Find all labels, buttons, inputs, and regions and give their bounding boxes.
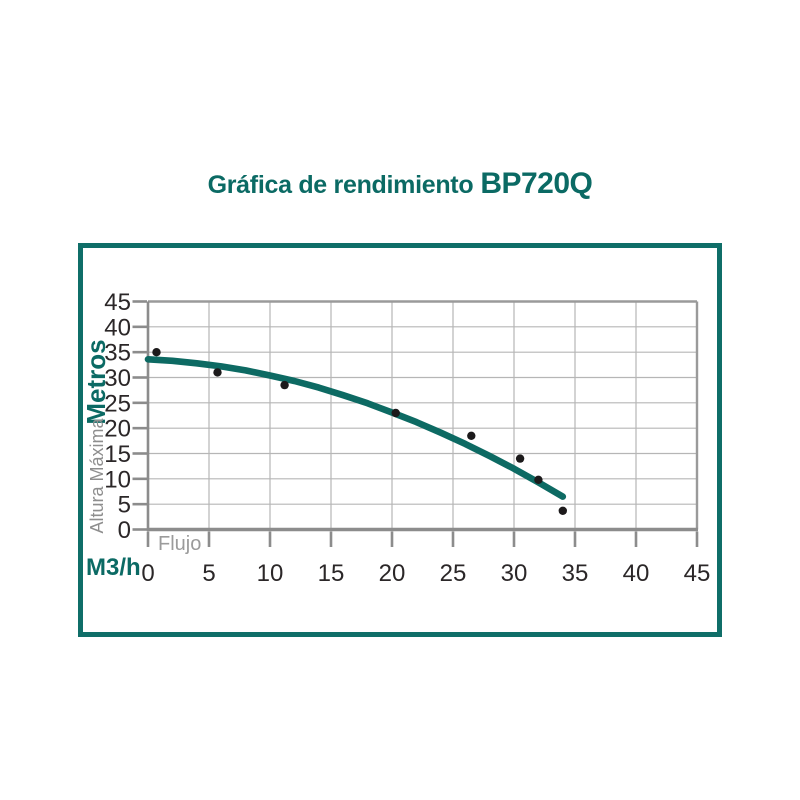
x-axis-unit-label: M3/h — [86, 554, 141, 581]
y-tick-label: 5 — [118, 492, 131, 519]
x-tick-label: 10 — [257, 560, 284, 587]
x-axis-flow-label: Flujo — [158, 533, 201, 555]
x-tick-label: 15 — [318, 560, 345, 587]
y-tick-label: 40 — [104, 314, 131, 341]
data-point — [534, 475, 543, 484]
x-tick-label: 45 — [684, 560, 711, 587]
chart-frame — [78, 243, 722, 637]
data-point — [213, 368, 222, 377]
data-point — [391, 408, 400, 418]
y-tick-label: 10 — [104, 466, 131, 493]
data-point — [467, 431, 476, 440]
data-point — [515, 454, 525, 463]
y-tick-label: 25 — [104, 390, 131, 417]
chart-title: Gráfica de rendimiento BP720Q — [0, 166, 800, 201]
chart-title-model: BP720Q — [480, 167, 593, 200]
y-tick-label: 30 — [104, 365, 131, 392]
x-tick-label: 25 — [440, 560, 467, 587]
y-axis-title-altura-maxima: Altura Máxima — [87, 417, 107, 533]
y-tick-label: 0 — [118, 517, 131, 544]
chart-title-text: Gráfica de rendimiento — [207, 171, 474, 199]
data-point — [280, 380, 289, 390]
x-tick-label: 35 — [562, 560, 589, 587]
y-tick-label: 20 — [104, 416, 131, 443]
data-point — [558, 506, 567, 515]
data-point — [152, 348, 161, 357]
y-tick-label: 45 — [104, 289, 131, 316]
x-tick-label: 5 — [202, 560, 215, 587]
x-tick-label: 40 — [623, 560, 650, 587]
y-tick-label: 15 — [104, 441, 131, 468]
y-axis-title-metros: Metros — [81, 339, 111, 424]
x-tick-label: 20 — [379, 560, 406, 587]
x-tick-label: 30 — [501, 560, 528, 587]
x-tick-label: 0 — [141, 560, 154, 587]
y-tick-label: 35 — [104, 340, 131, 367]
performance-curve — [144, 356, 567, 500]
